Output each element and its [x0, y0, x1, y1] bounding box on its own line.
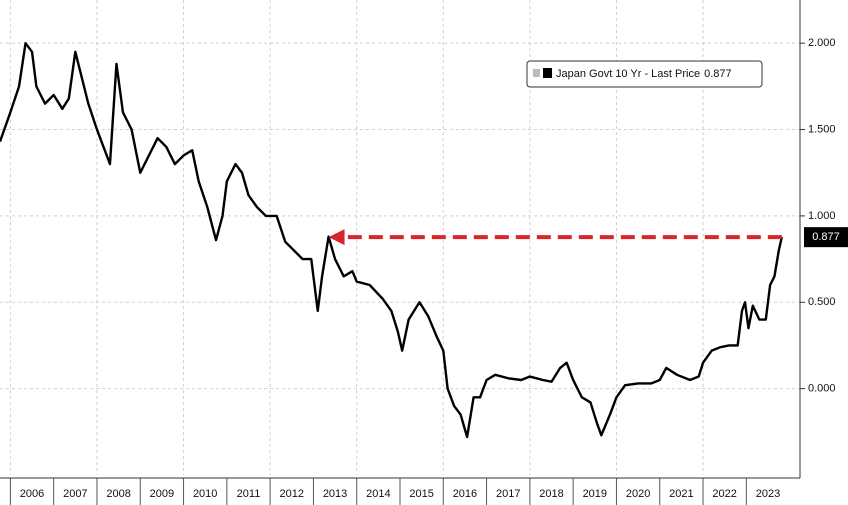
- x-tick-label: 2022: [712, 488, 736, 500]
- last-price-label: 0.877: [812, 231, 840, 243]
- x-tick-label: 2006: [20, 488, 44, 500]
- y-tick-label: 1.500: [808, 123, 836, 135]
- legend-value: 0.877: [704, 68, 732, 80]
- x-tick-label: 2007: [63, 488, 87, 500]
- x-tick-label: 2012: [280, 488, 304, 500]
- x-tick-label: 2011: [237, 488, 261, 500]
- y-tick-label: 0.500: [808, 296, 836, 308]
- x-tick-label: 2021: [669, 488, 693, 500]
- y-tick-label: 1.000: [808, 210, 836, 222]
- x-tick-label: 2015: [409, 488, 433, 500]
- last-price-box: [804, 227, 848, 248]
- x-tick-label: 2010: [193, 488, 217, 500]
- x-tick-label: 2018: [539, 488, 563, 500]
- legend-swatch-outline: [533, 69, 540, 77]
- x-tick-label: 2014: [366, 488, 390, 500]
- x-tick-label: 2016: [453, 488, 477, 500]
- line-series: [0, 41, 783, 439]
- y-tick-label: 0.000: [808, 383, 836, 395]
- arrow-head: [328, 229, 345, 246]
- x-tick-label: 2020: [626, 488, 650, 500]
- x-tick-label: 2019: [583, 488, 607, 500]
- x-tick-label: 2023: [756, 488, 780, 500]
- legend-text: Japan Govt 10 Yr - Last Price 0.877: [556, 68, 732, 80]
- legend-box: [526, 60, 763, 88]
- x-tick-label: 2017: [496, 488, 520, 500]
- y-tick-label: 2.000: [808, 37, 836, 49]
- x-tick-label: 2013: [323, 488, 347, 500]
- x-tick-label: 2009: [150, 488, 174, 500]
- x-tick-label: 2008: [106, 488, 130, 500]
- legend-swatch: [543, 68, 552, 78]
- legend-name: Japan Govt 10 Yr - Last Price: [556, 68, 700, 80]
